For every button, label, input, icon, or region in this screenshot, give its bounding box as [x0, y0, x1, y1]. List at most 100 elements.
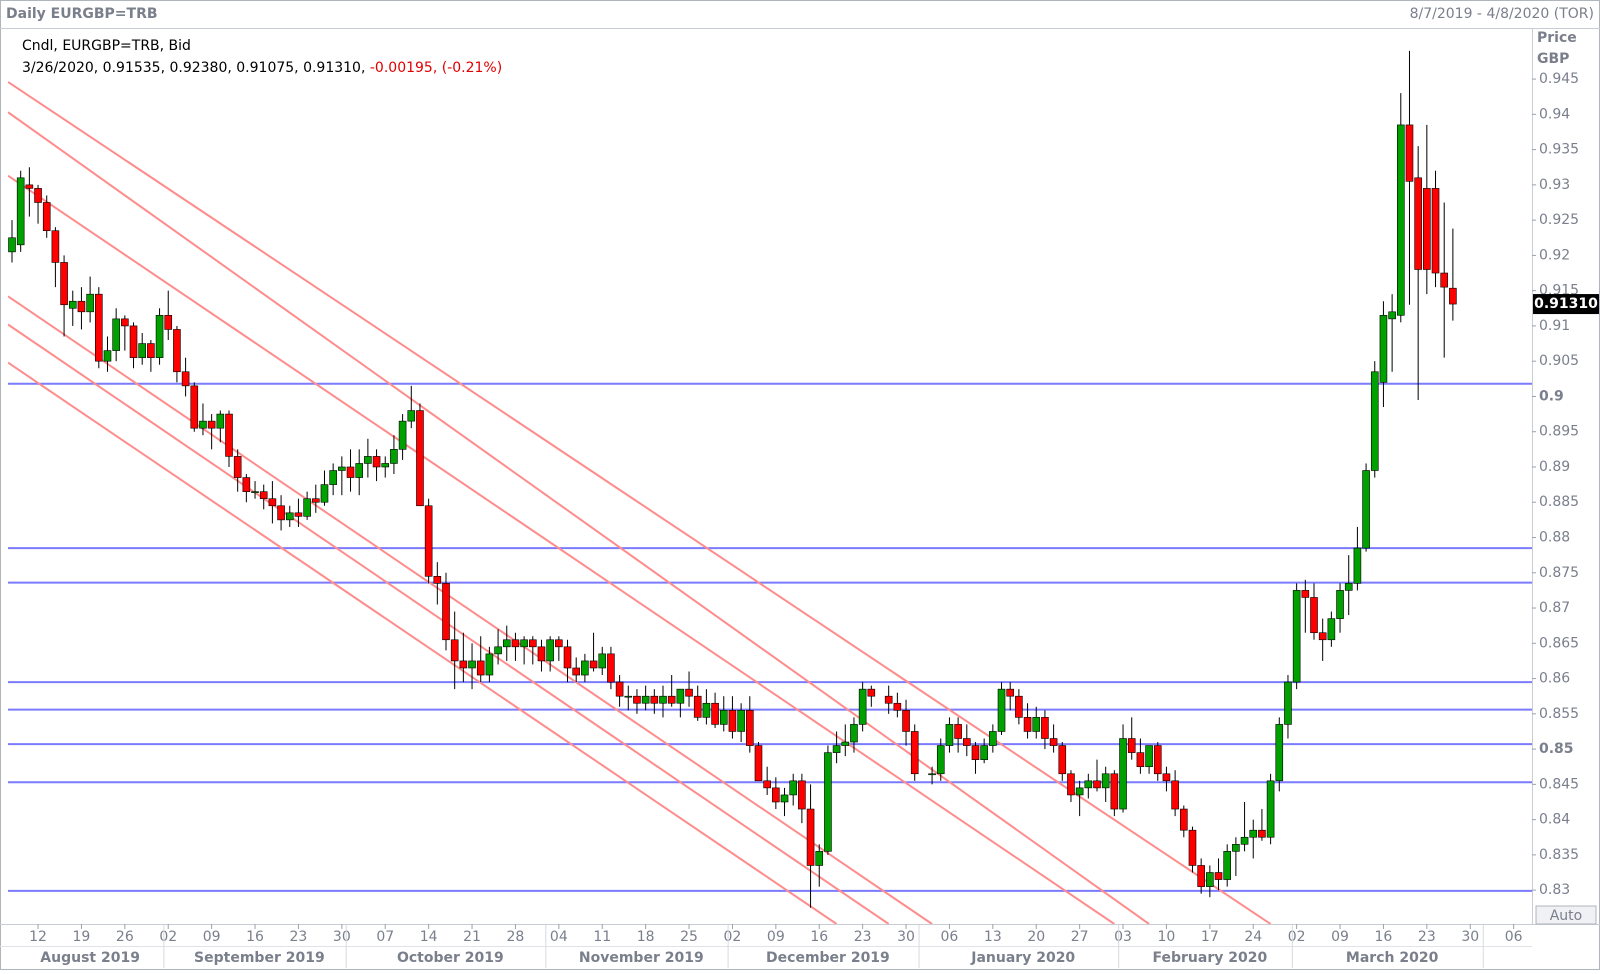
candle	[476, 636, 485, 683]
x-tick-label: 07	[376, 929, 394, 945]
candle-body	[190, 385, 199, 429]
candle-body	[1110, 773, 1119, 810]
month-label: November 2019	[579, 950, 704, 966]
candle	[1223, 844, 1231, 887]
candle	[285, 505, 294, 527]
candle-body	[233, 456, 242, 478]
candle-body	[1423, 188, 1431, 270]
y-tick-label: 0.835	[1539, 847, 1579, 863]
x-tick-label: 20	[1027, 929, 1045, 945]
candle	[928, 766, 936, 785]
candle-body	[1058, 745, 1067, 775]
candle-body	[1344, 583, 1353, 591]
candle-body	[884, 695, 893, 704]
y-tick-label: 0.875	[1539, 565, 1579, 581]
candle	[1431, 170, 1440, 288]
x-tick-label: 30	[897, 929, 915, 945]
candle	[1180, 805, 1188, 838]
candle	[1075, 780, 1084, 817]
candle-body	[1301, 590, 1310, 598]
candle-body	[251, 491, 259, 493]
candle-body	[711, 702, 719, 725]
candle	[711, 692, 719, 728]
candle	[1206, 865, 1214, 898]
candle-body	[1405, 124, 1414, 182]
candle	[989, 724, 997, 753]
candle	[311, 484, 320, 513]
y-tick-label: 0.88	[1539, 530, 1570, 546]
candle-body	[902, 710, 910, 732]
candle-body	[155, 315, 164, 358]
y-tick-label: 0.895	[1539, 424, 1579, 440]
candle-body	[980, 745, 988, 760]
candle	[546, 636, 554, 672]
x-tick-label: 02	[159, 929, 177, 945]
candle-body	[1023, 717, 1032, 732]
candle	[121, 315, 129, 351]
candle	[502, 625, 511, 661]
candle-body	[728, 710, 737, 732]
trend-line	[8, 174, 1115, 924]
candle	[16, 170, 25, 252]
candle-body	[824, 752, 832, 852]
x-tick-label: 23	[1418, 929, 1436, 945]
candle	[8, 220, 16, 263]
x-tick-label: 06	[941, 929, 959, 945]
y-tick-label: 0.85	[1539, 741, 1574, 757]
candle	[641, 685, 650, 711]
candle	[450, 611, 459, 690]
last-price-label: 0.91310	[1534, 296, 1598, 312]
auto-button-label[interactable]: Auto	[1550, 908, 1583, 924]
candle-body	[502, 639, 511, 648]
candle	[242, 474, 251, 503]
candle	[1440, 202, 1448, 358]
candle	[1449, 228, 1457, 321]
candle-body	[1327, 618, 1336, 641]
candle-body	[164, 315, 173, 330]
candle	[1344, 555, 1353, 616]
candle-body	[667, 695, 676, 704]
auto-button[interactable]	[1535, 905, 1597, 925]
y-tick-label: 0.855	[1539, 706, 1579, 722]
candle	[528, 636, 537, 665]
candle	[1232, 837, 1240, 877]
candle-body	[1145, 745, 1153, 768]
candle	[1197, 858, 1205, 894]
y-tick-label: 0.83	[1539, 882, 1570, 898]
candle	[589, 632, 598, 672]
candle	[1006, 682, 1015, 711]
candle-body	[216, 413, 225, 429]
candle	[806, 784, 815, 908]
candle	[259, 484, 268, 510]
candle	[433, 562, 442, 605]
candle	[485, 646, 494, 683]
trend-line	[8, 81, 1272, 924]
x-tick-label: 27	[1071, 929, 1089, 945]
candle-body	[1275, 724, 1284, 782]
candle-body	[1153, 745, 1162, 775]
candle-body	[832, 745, 841, 753]
candle-body	[450, 639, 459, 662]
candle	[173, 325, 181, 383]
x-tick-label: 17	[1201, 929, 1219, 945]
candle-body	[207, 420, 216, 429]
candle	[615, 675, 624, 707]
candle-body	[1249, 829, 1258, 838]
candle-body	[1093, 780, 1101, 789]
x-tick-label: 16	[810, 929, 828, 945]
x-tick-label: 03	[1114, 929, 1132, 945]
info-values: 3/26/2020, 0.91535, 0.92380, 0.91075, 0.…	[22, 60, 502, 76]
candle	[624, 685, 633, 711]
candle	[719, 696, 728, 732]
candle-body	[989, 731, 997, 746]
candle	[1127, 717, 1136, 760]
candle-body	[1258, 829, 1266, 838]
candle	[1301, 579, 1310, 633]
candle	[1336, 583, 1344, 633]
candle-body	[242, 477, 251, 492]
candle-body	[442, 583, 450, 641]
candle	[1362, 463, 1370, 552]
candle	[155, 308, 164, 365]
candle	[555, 636, 563, 661]
